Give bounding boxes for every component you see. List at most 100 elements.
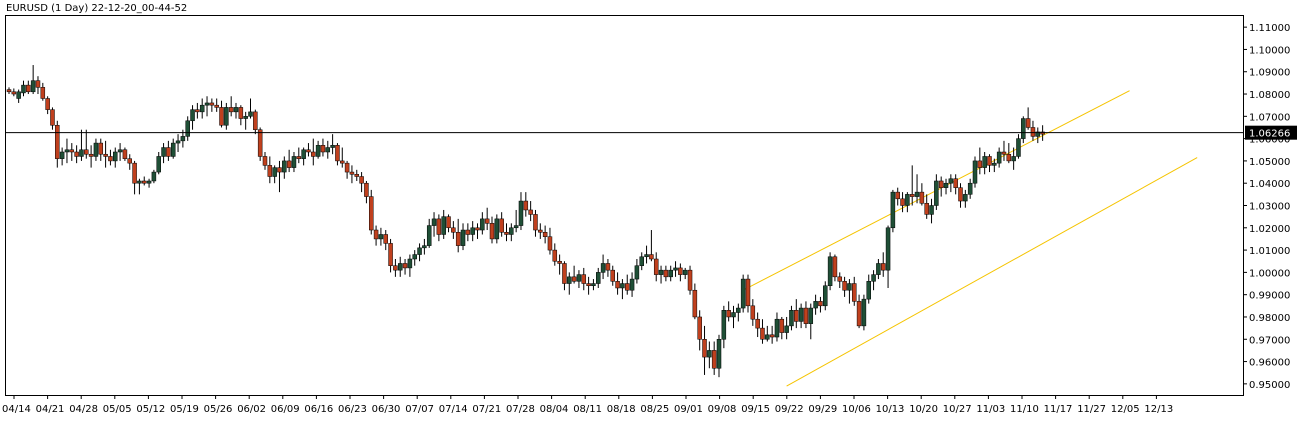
- candle-body-bull: [480, 218, 485, 231]
- candle-body-bear: [311, 151, 316, 157]
- candle: [755, 312, 760, 338]
- x-tick-label: 06/16: [304, 404, 333, 415]
- candle-body-bear: [228, 107, 234, 113]
- candle: [813, 294, 818, 315]
- candle: [253, 109, 258, 135]
- candle-body-bull: [885, 227, 891, 271]
- candle-body-bear: [586, 283, 591, 287]
- plot-frame: [5, 15, 1244, 396]
- candle-body-bear: [98, 142, 104, 155]
- candle-body-bull: [460, 229, 466, 246]
- candle-body-bull: [731, 312, 736, 318]
- candle-body-bear: [219, 107, 224, 126]
- candle: [335, 143, 340, 166]
- candle: [170, 138, 176, 159]
- candle: [958, 183, 963, 208]
- candle: [914, 174, 920, 204]
- candle: [446, 214, 451, 233]
- candle-body-bear: [238, 107, 244, 119]
- x-tick-label: 10/20: [909, 404, 938, 415]
- candle-body-bear: [484, 218, 490, 224]
- candle-body-bear: [769, 334, 775, 338]
- candle-body-bull: [1021, 118, 1026, 139]
- candles: [6, 65, 1045, 378]
- candle-body-bull: [827, 256, 833, 287]
- candle-body-bear: [369, 196, 374, 231]
- candle-body-bear: [436, 218, 442, 235]
- candle: [856, 294, 862, 329]
- candle: [113, 147, 118, 168]
- candle: [866, 274, 871, 304]
- candle: [175, 134, 181, 152]
- candle-body-bear: [344, 162, 350, 173]
- candle: [330, 134, 335, 155]
- candle-body-bull: [774, 318, 780, 338]
- candle: [306, 143, 311, 157]
- candle-body-bull: [634, 265, 640, 280]
- candle-body-bear: [320, 145, 326, 153]
- x-tick-label: 08/18: [607, 404, 636, 415]
- candle-body-bull: [422, 245, 427, 249]
- candle-body-bear: [750, 305, 756, 320]
- price-tag: [1245, 125, 1297, 140]
- candle: [513, 209, 519, 233]
- y-tick-label: 1.09000: [1249, 68, 1290, 79]
- candle-body-bull: [431, 218, 437, 226]
- candle-body-bear: [842, 281, 847, 291]
- candle: [871, 270, 876, 291]
- candle-body-bear: [571, 276, 577, 282]
- candle-body-bear: [103, 153, 108, 157]
- candle: [711, 341, 717, 375]
- candle: [1016, 134, 1021, 159]
- candle: [455, 218, 461, 253]
- candle: [98, 138, 104, 161]
- candle-body-bull: [417, 247, 422, 255]
- x-tick-label: 06/02: [237, 404, 266, 415]
- y-tick-label: 1.04000: [1249, 179, 1290, 190]
- candle: [895, 187, 900, 206]
- candle: [55, 120, 60, 168]
- candle: [687, 265, 693, 295]
- x-tick-label: 12/05: [1111, 404, 1140, 415]
- candle: [972, 156, 978, 188]
- candle-body-bear: [711, 350, 717, 369]
- candle-body-bear: [562, 263, 567, 284]
- candle-body-bear: [45, 98, 50, 110]
- candle-body-bear: [653, 258, 659, 275]
- candle: [484, 207, 490, 231]
- candle: [470, 221, 475, 242]
- candle: [59, 147, 65, 166]
- candle: [818, 296, 823, 313]
- candle-body-bear: [624, 283, 630, 291]
- candle-body-bear: [364, 182, 369, 197]
- candle: [451, 221, 456, 239]
- candle: [21, 80, 26, 97]
- candle-body-bear: [209, 102, 215, 106]
- candle-body-bull: [567, 276, 572, 284]
- candle-body-bull: [146, 180, 152, 184]
- candle: [605, 259, 611, 277]
- candle: [682, 267, 688, 280]
- candle: [885, 225, 891, 288]
- candle-body-bull: [16, 91, 21, 99]
- candle: [620, 279, 625, 300]
- candle-body-bull: [736, 307, 741, 313]
- candle-body-bull: [1035, 131, 1041, 137]
- candle-body-bear: [1030, 127, 1036, 137]
- candle: [161, 143, 166, 164]
- candle: [320, 138, 326, 157]
- candle: [1021, 116, 1026, 144]
- candle-body-bull: [64, 149, 70, 153]
- candle: [16, 89, 21, 103]
- candle-body-bull: [248, 111, 253, 117]
- candle-body-bear: [552, 249, 558, 262]
- candle: [238, 105, 244, 126]
- candle-body-bear: [122, 149, 128, 159]
- x-tick-label: 05/12: [136, 404, 165, 415]
- candle: [504, 223, 509, 242]
- candle: [417, 243, 422, 262]
- x-tick-label: 04/28: [69, 404, 98, 415]
- candle: [890, 189, 896, 233]
- candle: [629, 272, 635, 297]
- candle-body-bull: [397, 263, 403, 271]
